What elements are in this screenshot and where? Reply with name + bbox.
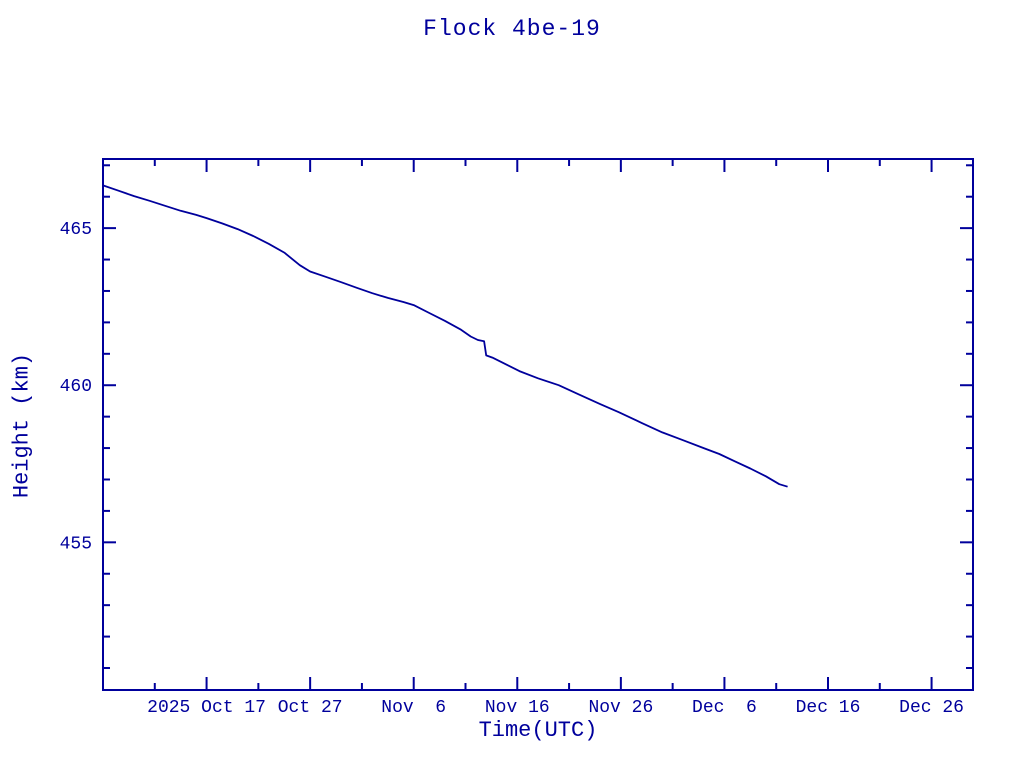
x-tick-label: Dec 26 bbox=[899, 698, 964, 718]
x-tick-label: Dec 16 bbox=[796, 698, 861, 718]
plot-border bbox=[102, 158, 974, 691]
x-tick-label: 2025 Oct 17 bbox=[147, 698, 266, 718]
y-tick-label: 465 bbox=[60, 220, 92, 240]
x-axis-title: Time(UTC) bbox=[478, 718, 598, 743]
x-tick-label: Dec 6 bbox=[692, 698, 757, 718]
data-line bbox=[102, 184, 788, 488]
y-tick-label: 455 bbox=[60, 534, 92, 554]
x-tick-label: Oct 27 bbox=[278, 698, 343, 718]
x-tick-label: Nov 6 bbox=[381, 698, 446, 718]
chart-title: Flock 4be-19 bbox=[423, 16, 601, 42]
x-tick-label: Nov 26 bbox=[588, 698, 653, 718]
y-tick-label: 460 bbox=[60, 377, 92, 397]
x-tick-label: Nov 16 bbox=[485, 698, 550, 718]
